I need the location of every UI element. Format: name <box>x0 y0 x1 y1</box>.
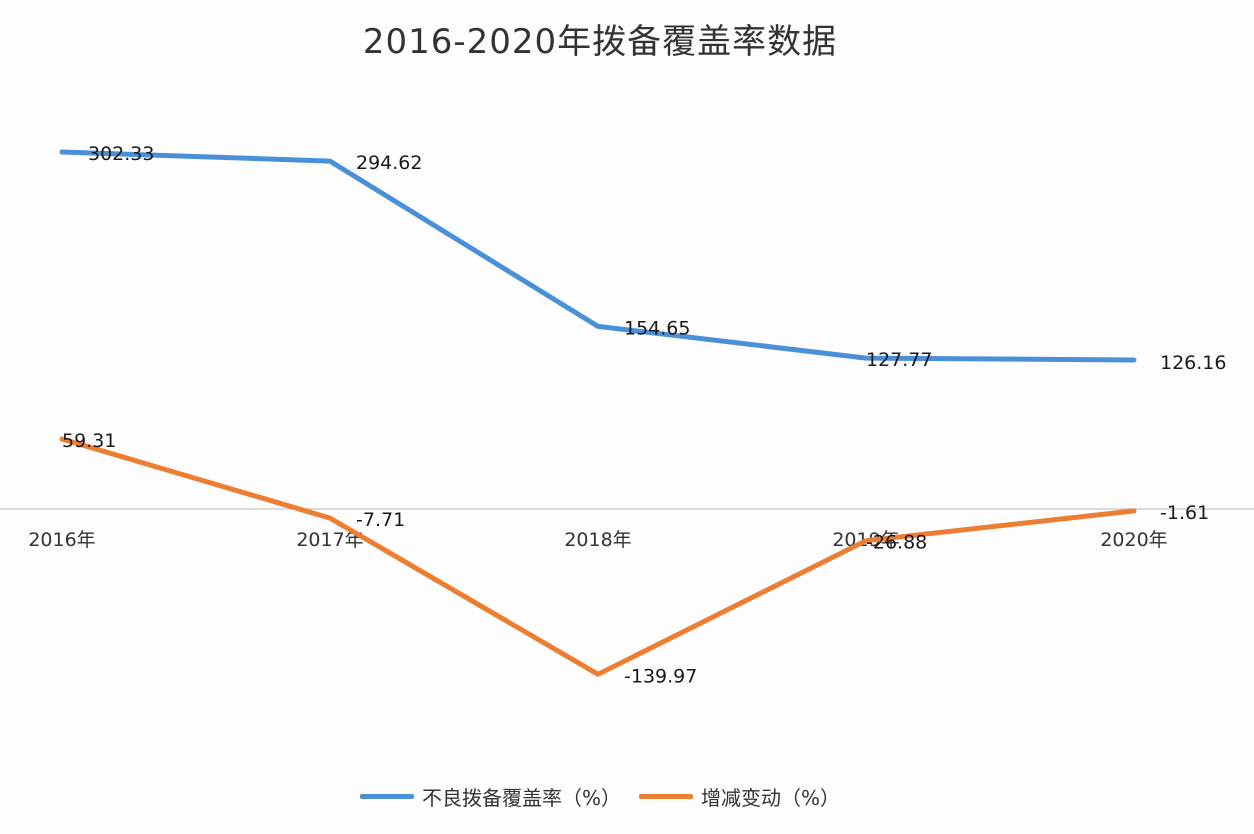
chart-legend: 不良拨备覆盖率（%） 增减变动（%） <box>0 782 1200 811</box>
change-data-label: -1.61 <box>1160 502 1209 524</box>
chart-title: 2016-2020年拨备覆盖率数据 <box>362 22 838 62</box>
legend-item-change: 增减变动（%） <box>639 782 840 811</box>
change-data-label: -139.97 <box>624 665 697 687</box>
coverage-data-label: 302.33 <box>88 143 154 165</box>
x-axis-ticks: 2016年 2017年 2018年 2019年 2020年 <box>28 529 1167 551</box>
coverage-series-line <box>59 149 1137 363</box>
legend-item-coverage: 不良拨备覆盖率（%） <box>359 782 621 811</box>
legend-swatch-blue <box>359 794 414 799</box>
coverage-data-label: 294.62 <box>356 152 422 174</box>
change-data-labels: 59.31 -7.71 -139.97 -26.88 -1.61 <box>62 430 1209 687</box>
coverage-data-label: 154.65 <box>624 317 690 339</box>
x-tick-label: 2016年 <box>28 529 95 551</box>
coverage-data-label: 127.77 <box>866 349 932 371</box>
change-series-line <box>59 436 1137 677</box>
x-tick-label: 2017年 <box>296 529 363 551</box>
legend-label-change: 增减变动（%） <box>701 786 841 810</box>
x-tick-label: 2020年 <box>1100 529 1167 551</box>
change-data-label: 59.31 <box>62 430 116 452</box>
coverage-data-label: 126.16 <box>1160 352 1226 374</box>
coverage-data-labels: 302.33 294.62 154.65 127.77 126.16 <box>88 143 1226 374</box>
legend-label-coverage: 不良拨备覆盖率（%） <box>421 786 621 810</box>
x-tick-label: 2018年 <box>564 529 631 551</box>
change-data-label: -26.88 <box>866 532 927 554</box>
legend-swatch-orange <box>639 794 693 799</box>
change-data-label: -7.71 <box>356 509 405 531</box>
